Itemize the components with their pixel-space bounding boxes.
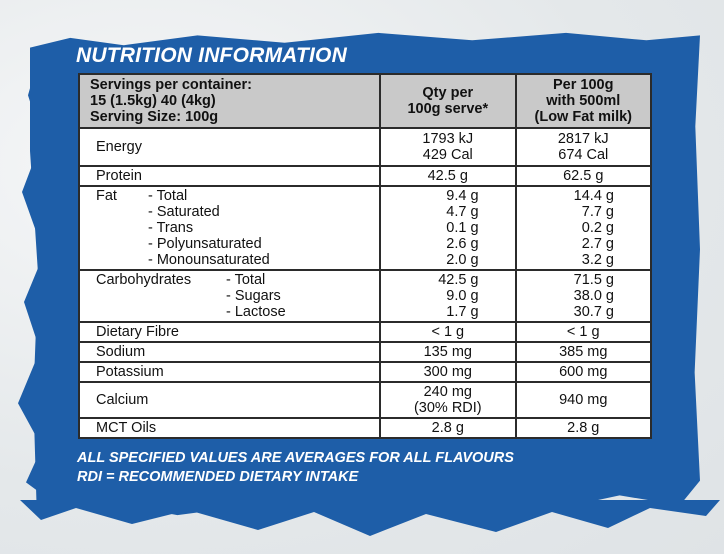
calcium-qty: 240 mg (30% RDI) [379,381,517,419]
table-row-protein: Protein 42.5 g 62.5 g [77,165,653,187]
energy-milk: 2817 kJ 674 Cal [514,127,653,167]
table-header-row: Servings per container: 15 (1.5kg) 40 (4… [77,73,653,129]
row-label: Potassium [77,361,382,383]
fat-qty: 9.4 g 4.7 g 0.1 g 2.6 g 2.0 g [379,185,517,271]
table-row-calcium: Calcium 240 mg (30% RDI) 940 mg [77,381,653,419]
footer-notes: ALL SPECIFIED VALUES ARE AVERAGES FOR AL… [77,449,514,487]
carbs-labels: Carbohydrates - Total - Sugars - Lactose [77,269,382,323]
row-label: Sodium [77,341,382,363]
carbs-qty: 42.5 g 9.0 g 1.7 g [379,269,517,323]
potassium-qty: 300 mg [379,361,517,383]
protein-milk: 62.5 g [514,165,653,187]
carbs-milk: 71.5 g 38.0 g 30.7 g [514,269,653,323]
energy-qty: 1793 kJ 429 Cal [379,127,517,167]
footer-averages-note: ALL SPECIFIED VALUES ARE AVERAGES FOR AL… [77,450,514,466]
nutrition-table: Servings per container: 15 (1.5kg) 40 (4… [77,73,653,439]
row-label: Fat [96,188,117,204]
sodium-qty: 135 mg [379,341,517,363]
table-row-sodium: Sodium 135 mg 385 mg [77,341,653,363]
fibre-milk: < 1 g [514,321,653,343]
panel-title: NUTRITION INFORMATION [76,44,347,67]
table-row-mct: MCT Oils 2.8 g 2.8 g [77,417,653,439]
table-row-fibre: Dietary Fibre < 1 g < 1 g [77,321,653,343]
row-label: Energy [77,127,382,167]
row-label: Calcium [77,381,382,419]
row-label: Carbohydrates [96,272,192,288]
table-row-potassium: Potassium 300 mg 600 mg [77,361,653,383]
row-label: MCT Oils [77,417,382,439]
fat-labels: Fat - Total - Saturated - Trans - Polyun… [77,185,382,271]
row-label: Protein [77,165,382,187]
footer-rdi-note: RDI = RECOMMENDED DIETARY INTAKE [77,469,359,485]
header-per-100g-milk: Per 100g with 500ml (Low Fat milk) [514,73,653,129]
potassium-milk: 600 mg [514,361,653,383]
table-row-fat: Fat - Total - Saturated - Trans - Polyun… [77,185,653,271]
fat-milk: 14.4 g 7.7 g 0.2 g 2.7 g 3.2 g [514,185,653,271]
mct-qty: 2.8 g [379,417,517,439]
header-servings: Servings per container: 15 (1.5kg) 40 (4… [77,73,382,129]
sodium-milk: 385 mg [514,341,653,363]
mct-milk: 2.8 g [514,417,653,439]
row-label: Dietary Fibre [77,321,382,343]
fibre-qty: < 1 g [379,321,517,343]
table-row-carbohydrates: Carbohydrates - Total - Sugars - Lactose… [77,269,653,323]
protein-qty: 42.5 g [379,165,517,187]
calcium-milk: 940 mg [514,381,653,419]
table-row-energy: Energy 1793 kJ 429 Cal 2817 kJ 674 Cal [77,127,653,167]
header-qty-per-serve: Qty per 100g serve* [379,73,517,129]
